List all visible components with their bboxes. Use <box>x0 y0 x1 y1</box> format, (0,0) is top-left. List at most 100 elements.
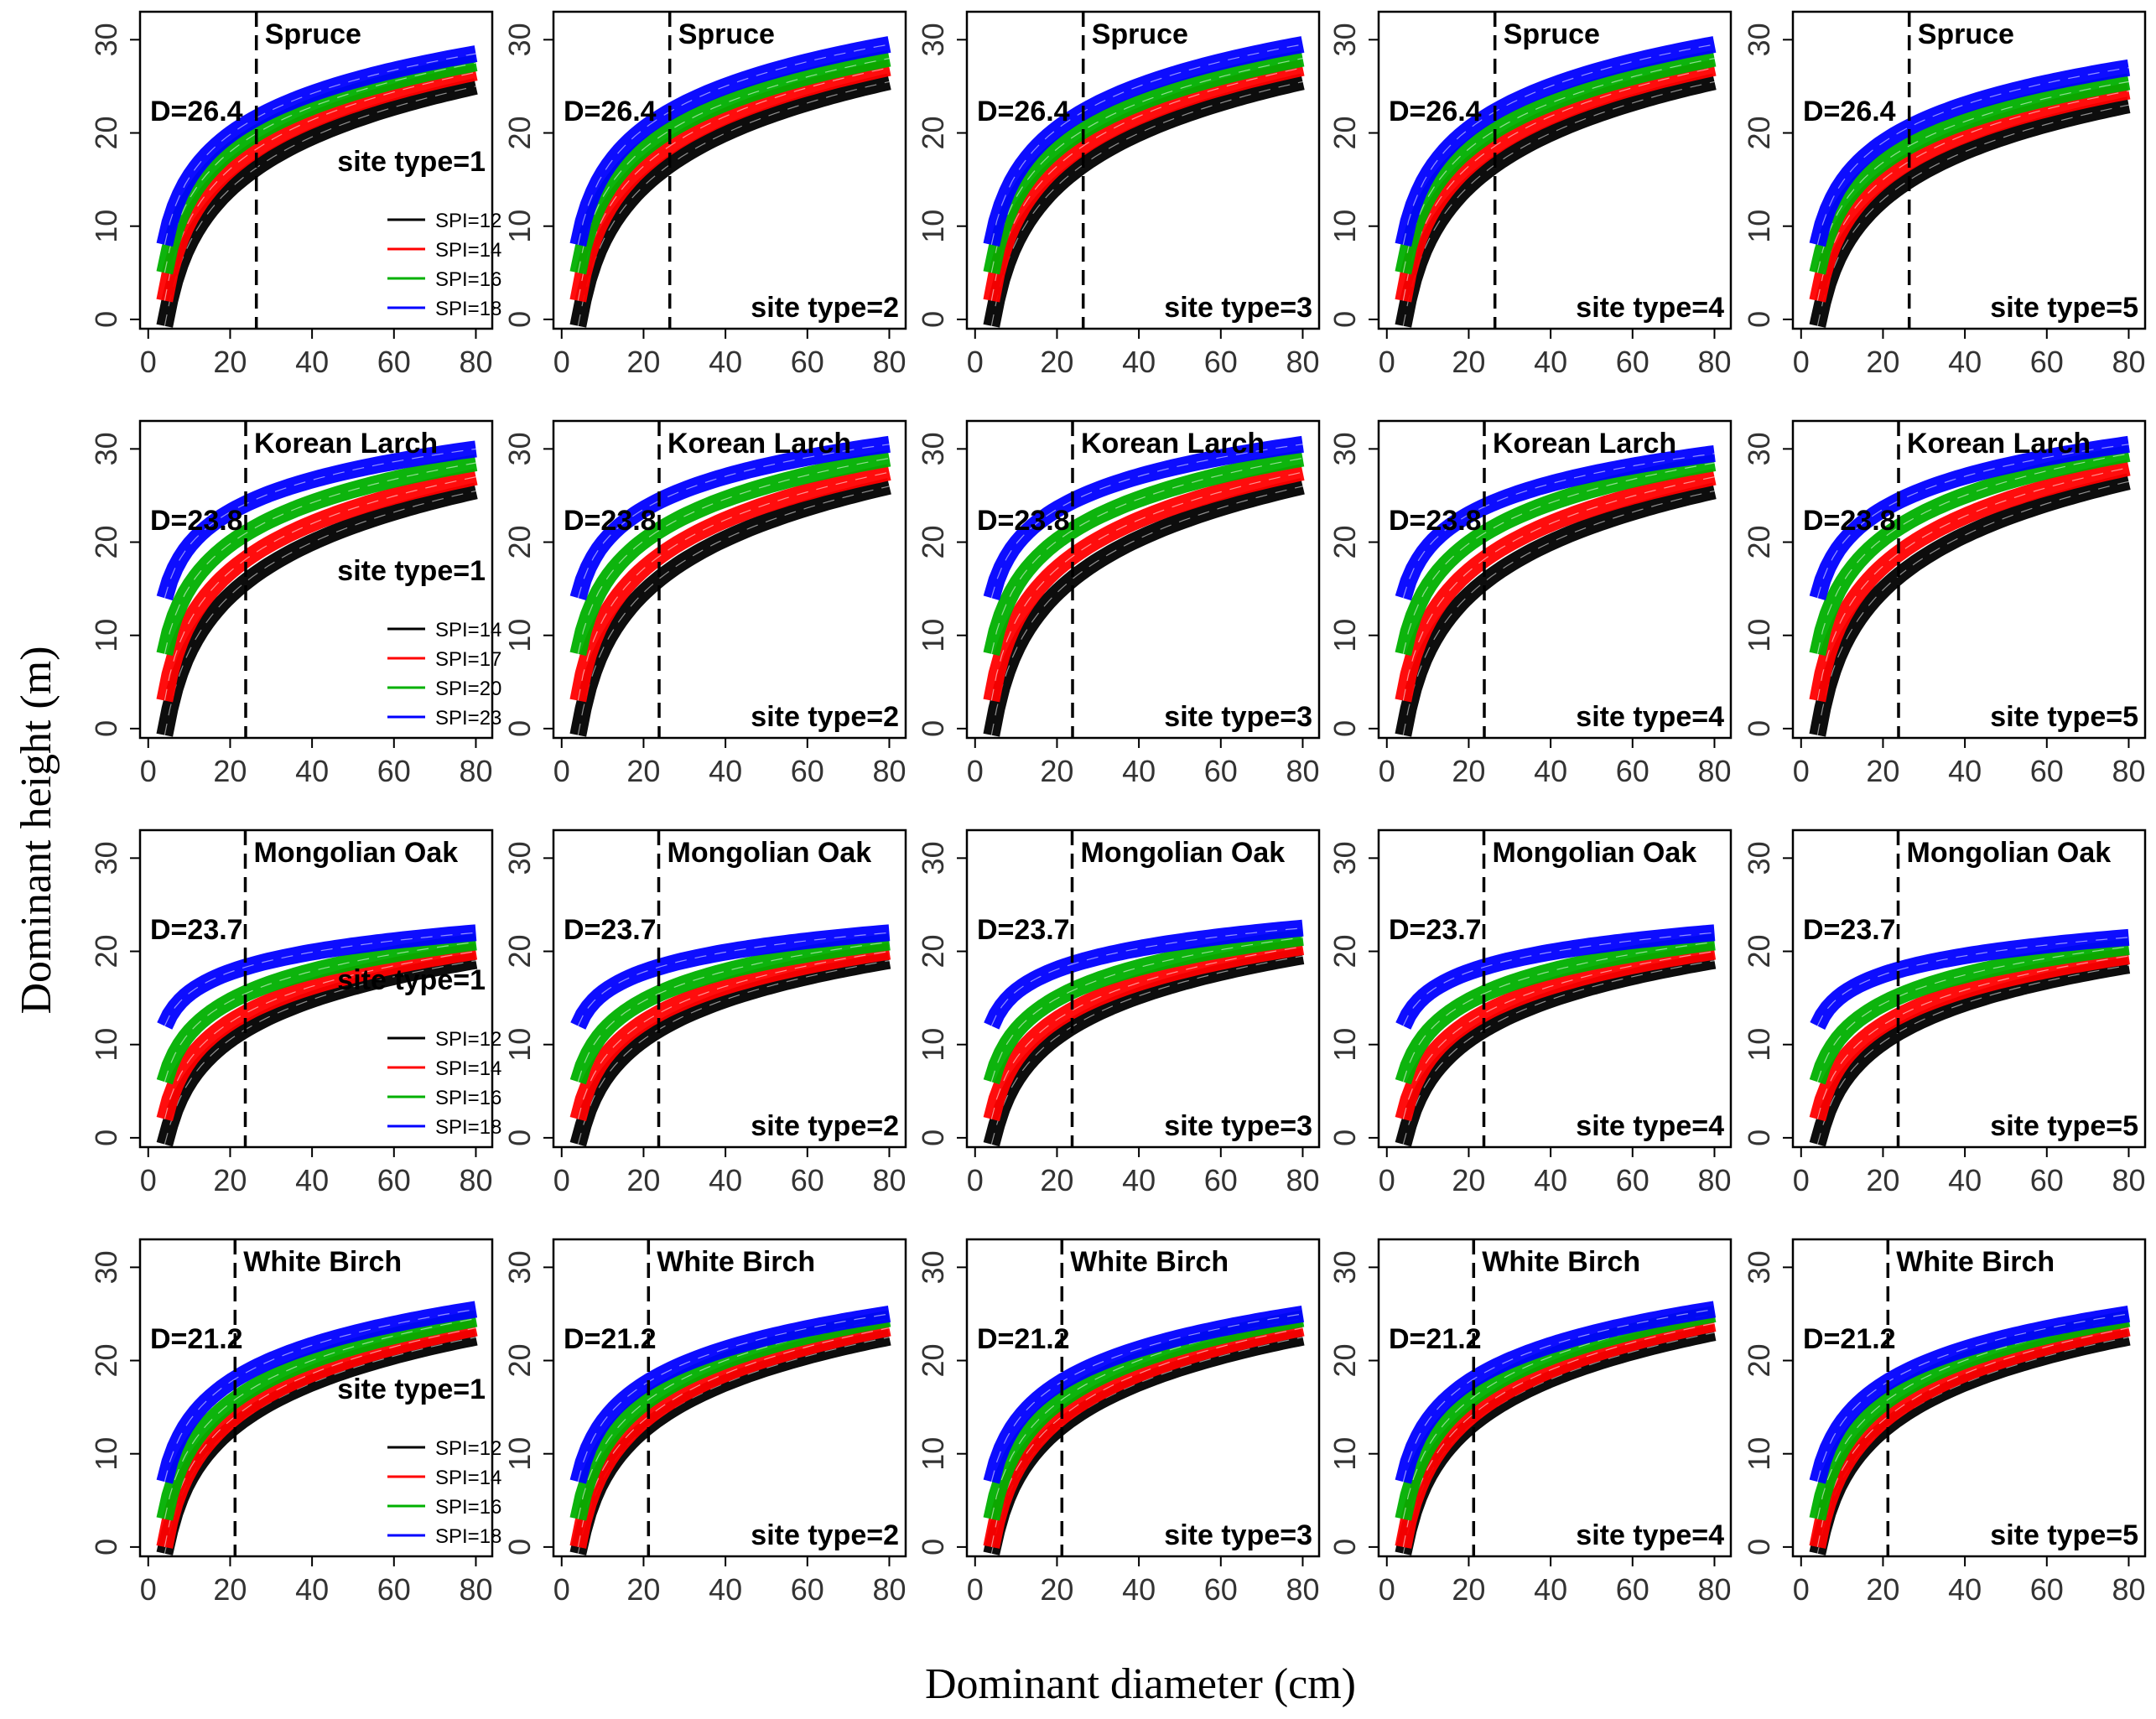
y-tick-label: 10 <box>89 619 123 652</box>
series-line-highlight <box>577 960 890 1145</box>
series-line-highlight <box>577 941 890 1083</box>
y-tick-label: 30 <box>502 432 537 465</box>
y-tick-label: 0 <box>502 311 537 328</box>
x-tick-label: 0 <box>553 754 570 788</box>
series-line-highlight <box>164 62 476 273</box>
x-tick-label: 40 <box>1122 345 1156 379</box>
series-line-highlight <box>990 80 1303 326</box>
y-tick-label: 30 <box>1742 841 1776 875</box>
x-tick-label: 80 <box>459 345 492 379</box>
x-tick-label: 0 <box>967 1163 984 1197</box>
y-tick-label: 0 <box>89 1130 123 1146</box>
y-tick-label: 20 <box>89 526 123 559</box>
x-tick-label: 20 <box>626 1572 660 1607</box>
y-tick-label: 0 <box>1742 1130 1776 1146</box>
series-line-highlight <box>1816 90 2129 301</box>
legend-label: SPI=14 <box>435 1057 501 1080</box>
x-tick-label: 20 <box>1040 1572 1073 1607</box>
site-type-label: site type=2 <box>751 1110 899 1142</box>
x-tick-label: 0 <box>1379 1163 1395 1197</box>
series-line-highlight <box>577 67 890 301</box>
series-line-highlight <box>577 58 890 273</box>
x-tick-label: 80 <box>2112 1163 2145 1197</box>
x-tick-label: 0 <box>1379 1572 1395 1607</box>
series-line-highlight <box>577 80 890 326</box>
x-tick-label: 80 <box>872 754 906 788</box>
panel-r1-c4: 0 20 40 60 80 0 10 20 30 Spruce D=26.4 site type=4 <box>1327 10 1733 379</box>
series-line-highlight <box>1402 960 1715 1145</box>
threshold-label: D=21.2 <box>1389 1323 1482 1355</box>
legend-label: SPI=12 <box>435 1028 501 1051</box>
x-tick-label: 20 <box>1866 345 1899 379</box>
x-tick-label: 60 <box>1204 1163 1238 1197</box>
panel-r1-c2: 0 20 40 60 80 0 10 20 30 Spruce D=26.4 site type=2 <box>502 10 907 379</box>
series-line-highlight <box>1816 67 2129 246</box>
series-line-highlight <box>990 1313 1303 1483</box>
series-line-highlight <box>990 471 1303 701</box>
panel-r2-c4: 0 20 40 60 80 0 10 20 30 Korean Larch D=23.8 site t… <box>1327 419 1733 788</box>
x-tick-label: 20 <box>1040 1163 1073 1197</box>
x-tick-label: 40 <box>1122 1572 1156 1607</box>
y-tick-label: 20 <box>89 117 123 150</box>
x-tick-label: 40 <box>1122 1163 1156 1197</box>
y-tick-label: 10 <box>89 1437 123 1471</box>
species-title: Mongolian Oak <box>1493 837 1697 869</box>
x-tick-label: 80 <box>872 1163 906 1197</box>
x-tick-label: 0 <box>140 1163 157 1197</box>
y-tick-label: 10 <box>89 1028 123 1062</box>
series-line-highlight <box>1816 1327 2129 1548</box>
threshold-label: D=23.7 <box>977 914 1070 946</box>
y-tick-label: 0 <box>916 720 950 737</box>
x-tick-label: 60 <box>1616 1572 1649 1607</box>
y-tick-label: 30 <box>1327 841 1362 875</box>
x-tick-label: 60 <box>2030 754 2064 788</box>
legend-label: SPI=16 <box>435 1496 501 1519</box>
x-tick-label: 80 <box>2112 345 2145 379</box>
species-title: White Birch <box>1482 1246 1640 1278</box>
x-tick-label: 40 <box>1948 345 1982 379</box>
series-line-highlight <box>577 44 890 246</box>
y-tick-label: 10 <box>916 1028 950 1062</box>
series-line-highlight <box>577 471 890 701</box>
series-line-highlight <box>1816 955 2129 1119</box>
series-line-highlight <box>1402 80 1715 326</box>
series-line-highlight <box>1816 937 2129 1026</box>
x-tick-label: 60 <box>2030 1572 2064 1607</box>
legend-label: SPI=14 <box>435 1467 501 1489</box>
site-type-label: site type=2 <box>751 1519 899 1551</box>
panel-r3-c1: 0 20 40 60 80 0 10 20 30 Mongolian Oak D=23.7 site … <box>89 828 501 1197</box>
y-tick-label: 30 <box>89 23 123 56</box>
legend-label: SPI=18 <box>435 1525 501 1548</box>
site-type-label: site type=4 <box>1576 1519 1724 1551</box>
x-tick-label: 40 <box>1534 1163 1567 1197</box>
series-line-highlight <box>990 486 1303 735</box>
y-tick-label: 10 <box>916 619 950 652</box>
x-tick-label: 0 <box>1379 345 1395 379</box>
panel-r2-c3: 0 20 40 60 80 0 10 20 30 Korean Larch D=23.8 site t… <box>916 419 1321 788</box>
series-line-highlight <box>164 476 476 701</box>
series-line-highlight <box>990 457 1303 655</box>
y-tick-label: 20 <box>89 1344 123 1378</box>
y-tick-label: 20 <box>502 1344 537 1378</box>
x-tick-label: 0 <box>967 345 984 379</box>
series-line-highlight <box>1816 1313 2129 1483</box>
y-axis-label: Dominant height (m) <box>13 646 60 1014</box>
y-tick-label: 20 <box>502 526 537 559</box>
threshold-label: D=23.8 <box>564 505 657 537</box>
series-line-highlight <box>990 58 1303 273</box>
series-line-highlight <box>1402 950 1715 1119</box>
y-tick-label: 0 <box>1742 1539 1776 1555</box>
x-tick-label: 80 <box>1697 345 1731 379</box>
x-tick-label: 80 <box>459 1572 492 1607</box>
site-type-label: site type=4 <box>1576 701 1724 733</box>
x-tick-label: 20 <box>626 1163 660 1197</box>
series-line-highlight <box>1402 1308 1715 1483</box>
series-line-highlight <box>164 448 476 599</box>
legend-label: SPI=14 <box>435 619 501 641</box>
y-tick-label: 20 <box>916 935 950 969</box>
y-tick-label: 0 <box>1327 1539 1362 1555</box>
y-tick-label: 0 <box>1327 720 1362 737</box>
series-line-highlight <box>1402 462 1715 655</box>
series-line-highlight <box>577 932 890 1026</box>
y-tick-label: 0 <box>89 720 123 737</box>
